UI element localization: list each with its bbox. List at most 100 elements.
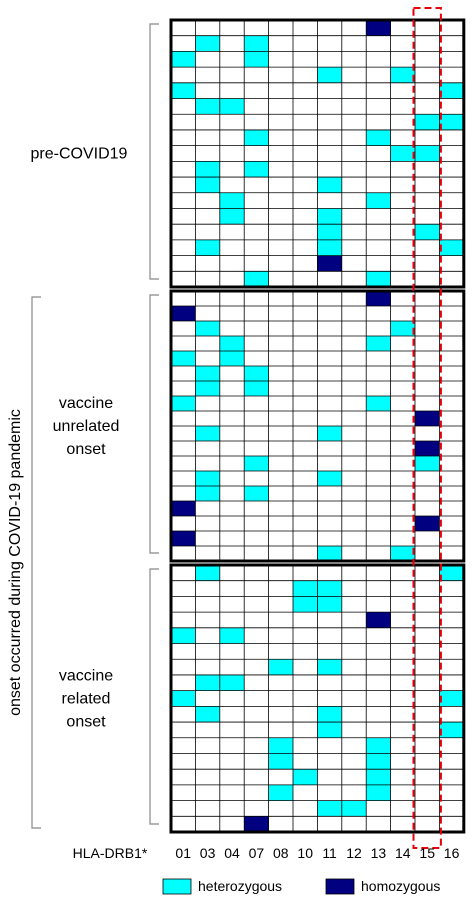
panel-bracket [149, 294, 159, 554]
cell-hom-13 [366, 20, 391, 36]
panel-bracket [149, 568, 159, 825]
x-tick-label: 01 [175, 845, 191, 861]
panel-label: onset [66, 441, 106, 458]
panel-border [169, 289, 466, 563]
x-axis-label: HLA-DRB1* [73, 845, 148, 861]
cell-hom-15 [415, 441, 440, 456]
cell-het-07 [244, 366, 269, 381]
cell-hom-15 [415, 411, 440, 426]
cell-het-11 [317, 580, 342, 597]
cell-het-14 [390, 67, 415, 83]
cell-het-03 [195, 98, 220, 115]
x-tick-label: 14 [395, 845, 411, 861]
cell-hom-13 [366, 612, 391, 628]
cell-het-11 [317, 800, 342, 817]
cell-het-08 [268, 753, 293, 770]
cell-het-11 [317, 471, 342, 486]
highlight-column-box [412, 7, 442, 849]
cell-hom-01 [171, 501, 196, 516]
cell-het-01 [171, 690, 196, 707]
panel-border [169, 18, 466, 289]
cell-het-11 [317, 546, 342, 561]
cell-hom-07 [244, 816, 269, 832]
cell-het-15 [415, 145, 440, 162]
panel-label: vaccine [59, 395, 113, 412]
panel-label: unrelated [53, 418, 120, 435]
outer-group-label: onset occurred during COVID-19 pandemic [7, 409, 24, 716]
cell-het-11 [317, 177, 342, 193]
cell-het-14 [390, 546, 415, 561]
cell-het-16 [439, 690, 464, 707]
cell-het-14 [390, 145, 415, 162]
cell-het-07 [244, 271, 269, 287]
panel-1: vaccine unrelated onset [53, 289, 466, 563]
x-tick-label: 07 [249, 845, 265, 861]
x-tick-label: 10 [297, 845, 313, 861]
panel-label: related [62, 691, 111, 708]
cell-het-15 [415, 224, 440, 240]
cell-het-13 [366, 336, 391, 351]
cell-het-15 [415, 456, 440, 471]
cell-het-16 [439, 722, 464, 738]
cell-het-11 [317, 239, 342, 256]
cell-het-16 [439, 82, 464, 99]
x-tick-label: 16 [444, 845, 460, 861]
cell-het-15 [415, 114, 440, 130]
panel-label: vaccine [59, 668, 113, 685]
cell-het-13 [366, 271, 391, 287]
cell-het-03 [195, 486, 220, 501]
cell-het-03 [195, 366, 220, 381]
cell-het-11 [317, 722, 342, 738]
cell-het-04 [219, 674, 245, 691]
cell-het-13 [366, 396, 391, 411]
cell-hom-11 [317, 255, 342, 272]
cell-het-13 [366, 129, 391, 146]
cell-het-03 [195, 426, 220, 441]
cell-het-01 [171, 396, 196, 411]
cell-het-16 [439, 239, 464, 256]
panel-border [169, 563, 466, 834]
cell-het-07 [244, 161, 269, 178]
x-tick-label: 15 [419, 845, 435, 861]
panel-2: vaccine related onset [59, 563, 466, 834]
panel-label: pre-COVID19 [31, 146, 128, 163]
cell-hom-13 [366, 291, 391, 306]
x-tick-label: 13 [371, 845, 387, 861]
cell-het-16 [439, 565, 464, 581]
cell-het-12 [341, 800, 367, 817]
panel-bracket [149, 23, 159, 280]
cell-het-01 [171, 351, 196, 366]
legend-label-hom: homozygous [361, 878, 440, 894]
cell-het-03 [195, 706, 220, 723]
outer-bracket [31, 296, 41, 829]
cell-het-08 [268, 737, 293, 754]
cell-het-11 [317, 426, 342, 441]
cell-het-04 [219, 351, 245, 366]
legend-swatch-hom [325, 878, 355, 895]
cell-het-04 [219, 208, 245, 225]
cell-het-04 [219, 192, 245, 209]
cell-het-16 [439, 114, 464, 130]
cell-het-11 [317, 67, 342, 83]
cell-het-07 [244, 129, 269, 146]
cell-het-07 [244, 381, 269, 396]
legend-label-het: heterozygous [198, 878, 282, 894]
cell-hom-15 [415, 516, 440, 531]
legend-swatch-het [162, 878, 192, 895]
cell-het-01 [171, 82, 196, 99]
cell-het-01 [171, 627, 196, 644]
cell-het-07 [244, 35, 269, 52]
cell-het-07 [244, 51, 269, 68]
x-tick-label: 04 [224, 845, 240, 861]
x-tick-label: 12 [346, 845, 362, 861]
cell-het-08 [268, 659, 293, 675]
panel-0: pre-COVID19 [31, 18, 466, 289]
cell-het-13 [366, 192, 391, 209]
cell-het-04 [219, 627, 245, 644]
cell-het-13 [366, 769, 391, 785]
x-tick-label: 11 [322, 845, 337, 861]
cell-het-13 [366, 784, 391, 801]
cell-het-11 [317, 706, 342, 723]
cell-het-03 [195, 239, 220, 256]
cell-het-08 [268, 784, 293, 801]
